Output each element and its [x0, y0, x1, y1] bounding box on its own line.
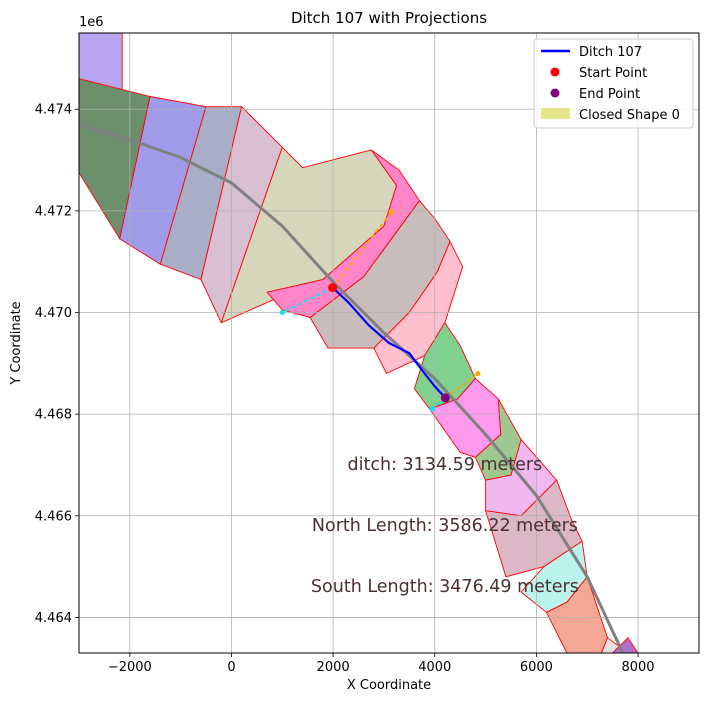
chart-title: Ditch 107 with Projections	[291, 9, 487, 27]
projection-endpoint-2	[429, 406, 435, 412]
projection-endpoint-3	[475, 370, 481, 376]
projection-line-0	[281, 286, 333, 314]
legend-swatch-start-point	[550, 67, 560, 77]
projection-line-1	[331, 211, 393, 289]
grid-layer	[79, 33, 699, 653]
segment-polygon-8	[373, 240, 464, 374]
y-tick-label-5: 4.474	[35, 103, 72, 118]
projection-endpoint-0	[279, 310, 285, 316]
end-point-marker	[440, 393, 450, 403]
y-tick-label-3: 4.470	[35, 306, 72, 321]
legend-label-end-point: End Point	[579, 87, 640, 102]
series-layer	[79, 123, 625, 653]
segments-layer	[79, 33, 639, 653]
y-axis-offset-label: 1e6	[79, 15, 104, 30]
y-tick-label-1: 4.466	[35, 509, 72, 524]
x-axis-label: X Coordinate	[347, 678, 431, 693]
start-point-marker	[328, 283, 338, 293]
y-tick-label-4: 4.472	[35, 204, 72, 219]
ditch-107-line	[331, 286, 447, 399]
legend-frame	[533, 38, 694, 129]
segment-polygon-17	[612, 637, 639, 653]
legend-label-ditch: Ditch 107	[579, 45, 642, 60]
x-tick-label-4: 6000	[520, 660, 553, 675]
x-tick-label-3: 4000	[418, 660, 451, 675]
ticks-layer: −2000 0 2000 4000 6000 8000 4.464 4.466 4.468 4.4…	[35, 103, 655, 675]
x-tick-label-2: 2000	[317, 660, 350, 675]
annotation-text-0: ditch: 3134.59 meters	[348, 455, 543, 475]
projection-endpoint-1	[389, 209, 395, 215]
y-tick-label-2: 4.468	[35, 408, 72, 423]
annotation-text-2: South Length: 3476.49 meters	[311, 577, 579, 597]
annotation-text-1: North Length: 3586.22 meters	[312, 516, 578, 536]
x-tick-label-0: −2000	[108, 660, 152, 675]
segment-polygon-6	[266, 149, 420, 319]
y-tick-label-0: 4.464	[35, 611, 72, 626]
segment-polygon-13	[485, 479, 583, 578]
x-tick-label-1: 0	[227, 660, 235, 675]
centerline-path	[79, 123, 625, 653]
plot-area-frame	[78, 32, 700, 654]
legend-swatch-end-point	[550, 88, 560, 98]
legend: Ditch 107 Start Point End Point Closed S…	[533, 38, 694, 129]
legend-label-closed-shape: Closed Shape 0	[579, 108, 680, 123]
legend-swatch-closed-shape	[541, 108, 570, 119]
annotations-layer: ditch: 3134.59 meters North Length: 3586.…	[311, 455, 579, 597]
y-axis-label: Y Coordinate	[9, 301, 24, 385]
legend-label-start-point: Start Point	[579, 66, 647, 81]
x-tick-label-5: 8000	[621, 660, 654, 675]
